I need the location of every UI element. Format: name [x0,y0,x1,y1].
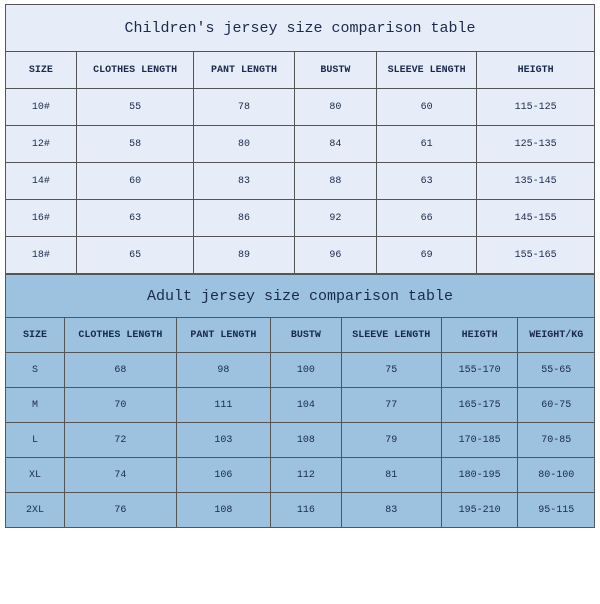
cell: 108 [271,423,342,458]
cell: 76 [64,493,176,528]
cell: 180-195 [441,458,518,493]
children-header-row: SIZE CLOTHES LENGTH PANT LENGTH BUSTW SL… [6,52,595,89]
cell: 2XL [6,493,65,528]
adult-header-row: SIZE CLOTHES LENGTH PANT LENGTH BUSTW SL… [6,318,595,353]
col-clothes-length: CLOTHES LENGTH [64,318,176,353]
cell: 170-185 [441,423,518,458]
table-row: 2XL 76 108 116 83 195-210 95-115 [6,493,595,528]
cell: 112 [271,458,342,493]
cell: 68 [64,353,176,388]
cell: 155-170 [441,353,518,388]
cell: 61 [377,126,477,163]
cell: 83 [194,163,294,200]
cell: 70-85 [518,423,595,458]
children-title: Children's jersey size comparison table [6,5,595,52]
table-row: L 72 103 108 79 170-185 70-85 [6,423,595,458]
cell: 125-135 [477,126,595,163]
cell: 98 [176,353,270,388]
children-title-row: Children's jersey size comparison table [6,5,595,52]
col-sleeve-length: SLEEVE LENGTH [377,52,477,89]
cell: 75 [341,353,441,388]
col-pant-length: PANT LENGTH [194,52,294,89]
cell: 79 [341,423,441,458]
cell: 155-165 [477,237,595,274]
cell: 60 [377,89,477,126]
cell: 70 [64,388,176,423]
cell: 96 [294,237,376,274]
table-row: 18# 65 89 96 69 155-165 [6,237,595,274]
cell: 86 [194,200,294,237]
table-row: S 68 98 100 75 155-170 55-65 [6,353,595,388]
cell: 106 [176,458,270,493]
table-row: 12# 58 80 84 61 125-135 [6,126,595,163]
cell: 63 [76,200,194,237]
table-row: 16# 63 86 92 66 145-155 [6,200,595,237]
table-row: 10# 55 78 80 60 115-125 [6,89,595,126]
cell: 14# [6,163,77,200]
cell: 66 [377,200,477,237]
col-bustw: BUSTW [294,52,376,89]
adult-title: Adult jersey size comparison table [6,275,595,318]
adult-size-table: Adult jersey size comparison table SIZE … [5,274,595,528]
cell: 135-145 [477,163,595,200]
cell: 145-155 [477,200,595,237]
cell: 100 [271,353,342,388]
cell: 58 [76,126,194,163]
col-heigth: HEIGTH [441,318,518,353]
cell: 69 [377,237,477,274]
cell: 116 [271,493,342,528]
cell: 84 [294,126,376,163]
cell: 55-65 [518,353,595,388]
adult-title-row: Adult jersey size comparison table [6,275,595,318]
cell: 74 [64,458,176,493]
cell: 195-210 [441,493,518,528]
cell: 80 [294,89,376,126]
cell: 77 [341,388,441,423]
cell: 65 [76,237,194,274]
cell: 88 [294,163,376,200]
cell: XL [6,458,65,493]
cell: 80 [194,126,294,163]
cell: 55 [76,89,194,126]
col-sleeve-length: SLEEVE LENGTH [341,318,441,353]
cell: 165-175 [441,388,518,423]
col-weight: WEIGHT/KG [518,318,595,353]
col-pant-length: PANT LENGTH [176,318,270,353]
cell: 78 [194,89,294,126]
cell: 95-115 [518,493,595,528]
cell: 16# [6,200,77,237]
cell: 18# [6,237,77,274]
table-row: XL 74 106 112 81 180-195 80-100 [6,458,595,493]
children-size-table: Children's jersey size comparison table … [5,4,595,274]
col-size: SIZE [6,52,77,89]
cell: M [6,388,65,423]
cell: L [6,423,65,458]
cell: 83 [341,493,441,528]
cell: 60 [76,163,194,200]
cell: 115-125 [477,89,595,126]
cell: 103 [176,423,270,458]
col-clothes-length: CLOTHES LENGTH [76,52,194,89]
cell: 81 [341,458,441,493]
table-row: 14# 60 83 88 63 135-145 [6,163,595,200]
col-size: SIZE [6,318,65,353]
cell: 80-100 [518,458,595,493]
cell: 10# [6,89,77,126]
cell: 12# [6,126,77,163]
cell: 72 [64,423,176,458]
cell: 60-75 [518,388,595,423]
cell: S [6,353,65,388]
col-heigth: HEIGTH [477,52,595,89]
cell: 89 [194,237,294,274]
cell: 104 [271,388,342,423]
cell: 63 [377,163,477,200]
cell: 92 [294,200,376,237]
cell: 108 [176,493,270,528]
cell: 111 [176,388,270,423]
col-bustw: BUSTW [271,318,342,353]
table-row: M 70 111 104 77 165-175 60-75 [6,388,595,423]
